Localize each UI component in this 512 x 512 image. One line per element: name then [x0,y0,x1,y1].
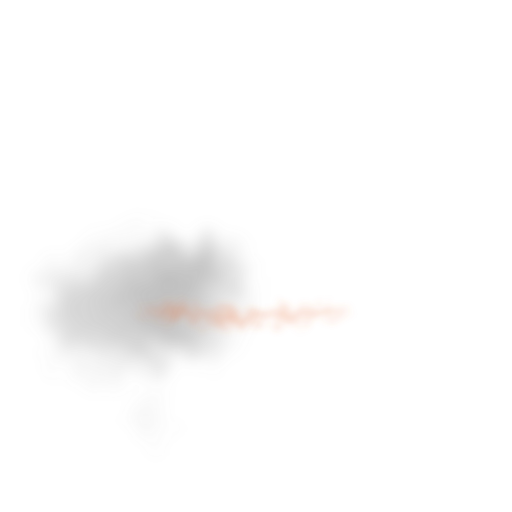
smoke-cloud [25,220,265,455]
ember-streak [135,298,355,332]
